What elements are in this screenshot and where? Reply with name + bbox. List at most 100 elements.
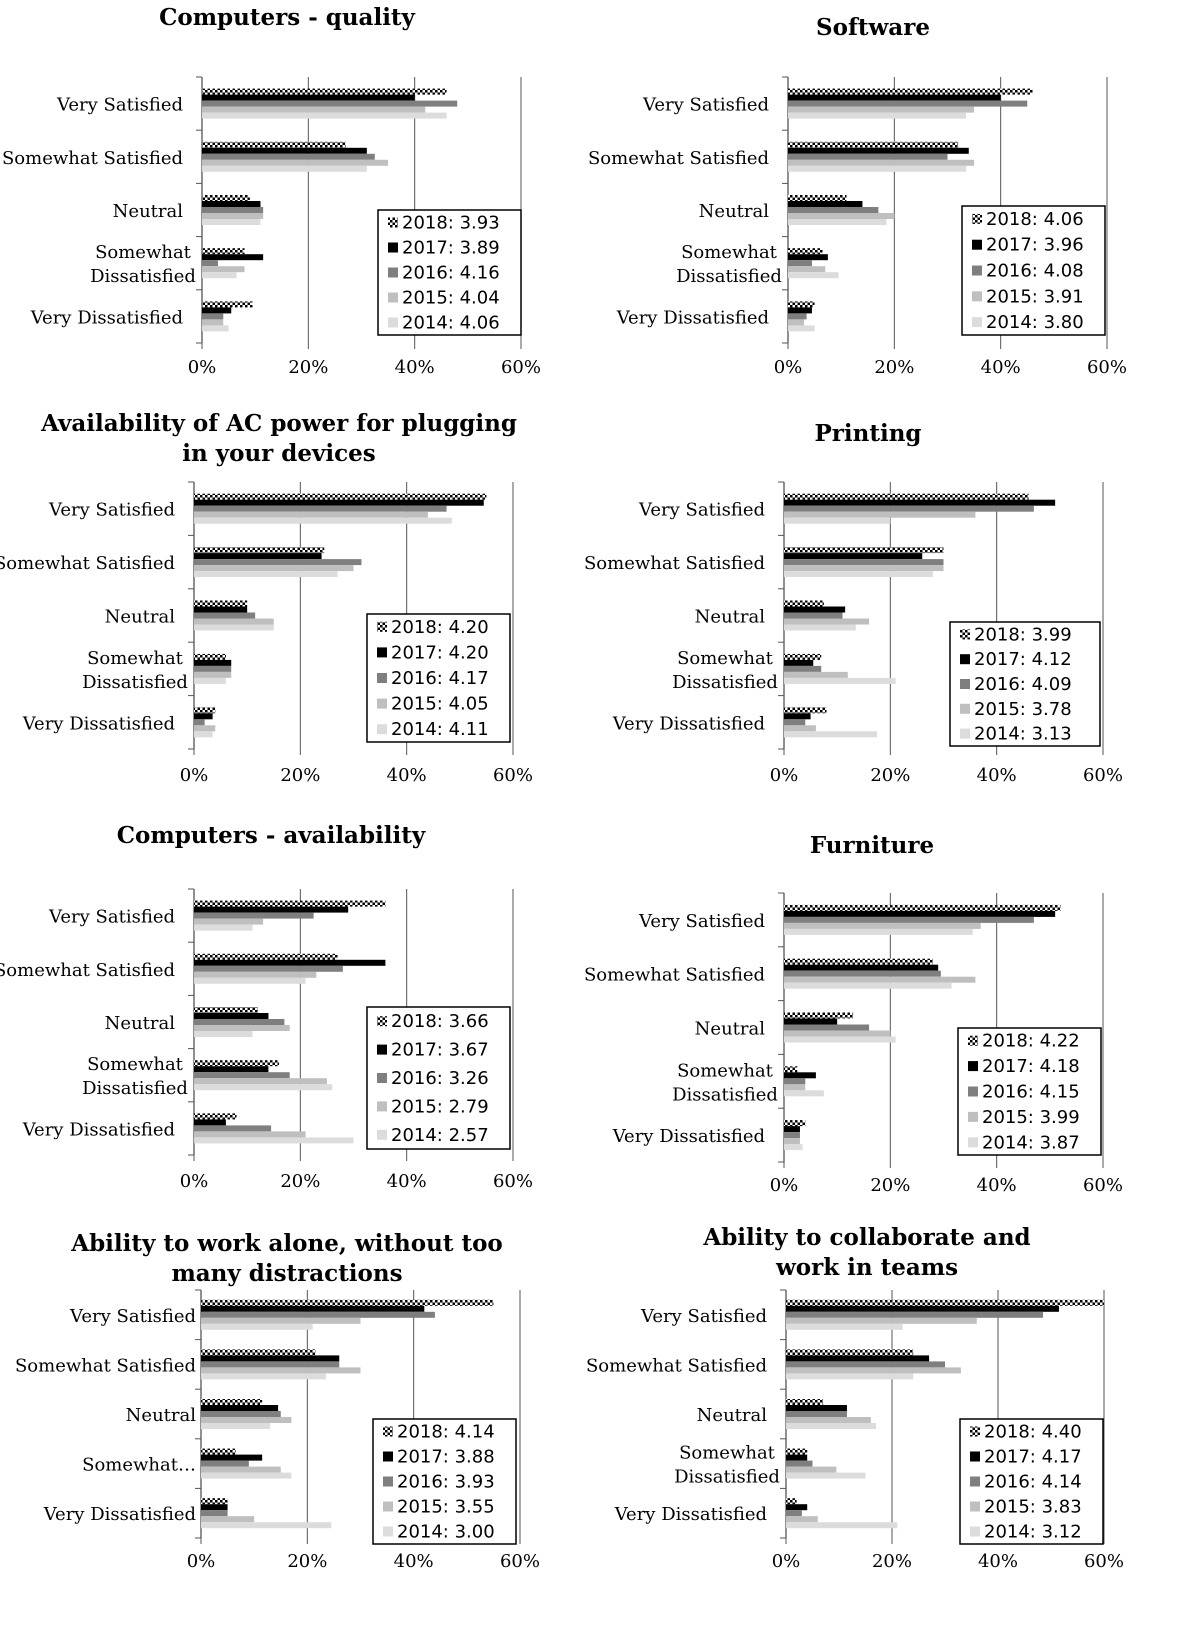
bar-2018 xyxy=(786,1448,808,1455)
bar-2014 xyxy=(201,1323,313,1330)
category-label: Somewhat Satisfied xyxy=(588,148,769,169)
x-tick-label: 0% xyxy=(180,765,209,786)
bar-2017 xyxy=(194,959,386,966)
bar-2016 xyxy=(194,505,447,512)
bar-2018 xyxy=(784,958,933,965)
legend-label: 2014: 3.12 xyxy=(984,1522,1082,1543)
legend-label: 2014: 3.00 xyxy=(397,1522,495,1543)
legend-label: 2017: 4.20 xyxy=(391,642,489,663)
bar-2014 xyxy=(784,1036,896,1043)
x-tick-label: 20% xyxy=(870,1175,910,1196)
legend-swatch-2018 xyxy=(972,213,982,224)
category-label: Very Dissatisfied xyxy=(22,713,175,734)
x-tick-label: 0% xyxy=(774,357,803,378)
x-tick-label: 40% xyxy=(977,765,1017,786)
bar-2014 xyxy=(786,1522,898,1529)
category-label: Somewhat xyxy=(677,648,774,669)
chart-title: Ability to work alone, without too xyxy=(70,1230,503,1257)
bar-2015 xyxy=(786,1417,871,1423)
bar-2017 xyxy=(194,1013,269,1019)
bar-2014 xyxy=(786,1472,866,1479)
legend-box xyxy=(957,1027,1102,1156)
bar-2015 xyxy=(786,1516,818,1523)
bar-2016 xyxy=(201,1460,249,1467)
legend-swatch-2017 xyxy=(388,242,398,253)
bar-2017 xyxy=(202,147,367,154)
x-tick-label: 40% xyxy=(387,765,427,786)
category-label: Very Satisfied xyxy=(640,1306,767,1327)
bar-2018 xyxy=(194,953,338,960)
legend-swatch-2017 xyxy=(377,647,387,658)
legend-swatch-2017 xyxy=(972,239,982,250)
category-label: Dissatisfied xyxy=(676,266,782,287)
x-tick-label: 60% xyxy=(1083,765,1123,786)
bar-2015 xyxy=(784,618,870,625)
legend-swatch-2018 xyxy=(383,1426,393,1437)
bar-2018 xyxy=(784,600,824,607)
bar-2015 xyxy=(202,213,264,219)
bar-2017 xyxy=(786,1305,1059,1312)
bar-2017 xyxy=(784,499,1056,506)
bar-2015 xyxy=(202,266,245,273)
legend-label: 2017: 3.88 xyxy=(397,1447,495,1468)
bar-2018 xyxy=(194,1007,258,1013)
bar-2018 xyxy=(784,904,1061,911)
bar-2016 xyxy=(786,1361,945,1368)
bar-2017 xyxy=(194,1119,226,1126)
x-tick-label: 40% xyxy=(981,357,1021,378)
legend-label: 2015: 3.99 xyxy=(982,1107,1080,1128)
bar-2016 xyxy=(786,1460,813,1467)
legend-box xyxy=(949,621,1101,747)
bar-2016 xyxy=(784,719,806,726)
bar-2018 xyxy=(201,1448,236,1455)
x-tick-label: 60% xyxy=(493,1171,533,1192)
bar-2014 xyxy=(201,1522,332,1529)
bar-2016 xyxy=(194,559,362,566)
bar-2015 xyxy=(194,918,264,925)
x-tick-label: 60% xyxy=(1083,1175,1123,1196)
bar-2016 xyxy=(194,965,343,972)
bar-2016 xyxy=(784,559,944,566)
x-tick-label: 20% xyxy=(872,1551,912,1572)
bar-2014 xyxy=(202,112,447,119)
legend-swatch-2014 xyxy=(970,1526,980,1537)
bar-2014 xyxy=(201,1472,292,1479)
x-tick-label: 0% xyxy=(770,765,799,786)
bar-2014 xyxy=(788,165,967,172)
bar-2014 xyxy=(194,517,452,524)
bar-2018 xyxy=(202,301,253,308)
legend-label: 2017: 4.12 xyxy=(974,649,1072,670)
legend-swatch-2016 xyxy=(960,679,970,689)
legend-label: 2016: 3.93 xyxy=(397,1472,495,1493)
x-tick-label: 40% xyxy=(978,1551,1018,1572)
bar-2015 xyxy=(194,971,317,978)
bar-2017 xyxy=(784,1072,816,1079)
x-tick-label: 20% xyxy=(280,765,320,786)
bar-2016 xyxy=(201,1361,340,1368)
category-label: Very Dissatisfied xyxy=(614,1504,767,1525)
bar-2018 xyxy=(194,600,248,607)
bar-2017 xyxy=(784,1018,838,1025)
category-label: Somewhat xyxy=(681,242,778,263)
bar-2016 xyxy=(194,1125,272,1132)
bar-2017 xyxy=(202,254,264,261)
bar-2017 xyxy=(194,553,322,560)
bar-2015 xyxy=(194,1025,290,1031)
legend-swatch-2015 xyxy=(970,1501,980,1512)
bar-2017 xyxy=(788,94,1001,101)
category-label: Very Satisfied xyxy=(69,1306,196,1327)
legend-label: 2018: 3.99 xyxy=(974,624,1072,645)
bar-2016 xyxy=(788,260,812,267)
legend-label: 2018: 4.22 xyxy=(982,1031,1080,1052)
chart-title: in your devices xyxy=(182,440,375,467)
bar-2015 xyxy=(788,159,975,166)
bar-2018 xyxy=(194,900,386,907)
bar-2017 xyxy=(786,1405,847,1411)
bar-2016 xyxy=(788,207,879,213)
category-label: Somewhat xyxy=(87,648,184,669)
bar-2016 xyxy=(784,612,843,619)
bar-2014 xyxy=(788,219,887,225)
bar-2018 xyxy=(194,1060,280,1067)
bar-2015 xyxy=(194,1131,306,1138)
category-label: Very Dissatisfied xyxy=(22,1119,175,1140)
